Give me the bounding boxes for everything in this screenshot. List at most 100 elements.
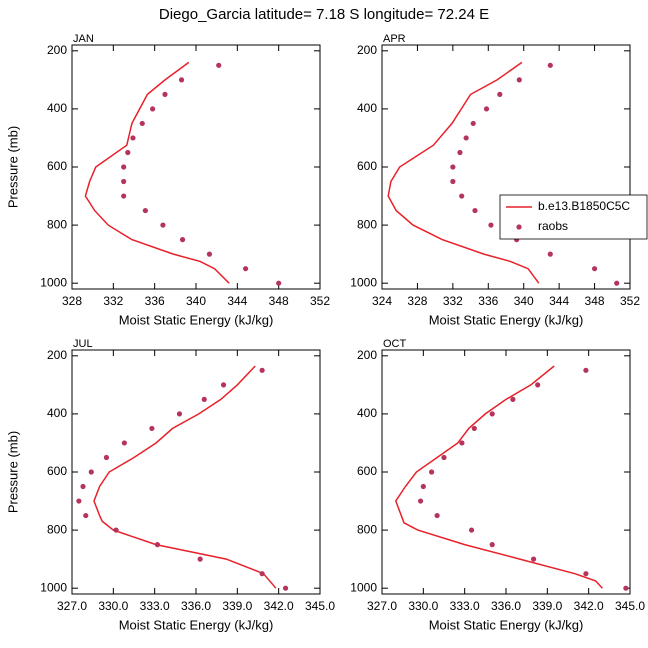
profile-dot: [530, 556, 537, 562]
y-tick-label: 800: [357, 217, 377, 231]
profile-dot: [243, 266, 249, 272]
y-axis-label: Pressure (mb): [5, 431, 20, 513]
y-tick-label: 200: [47, 348, 67, 362]
profile-dot: [178, 77, 185, 83]
profile-dot: [176, 411, 183, 417]
profile-dot: [179, 237, 186, 243]
y-tick-label: 600: [357, 159, 377, 173]
profile-dot: [497, 91, 503, 97]
profile-dot: [450, 178, 456, 185]
x-axis-label: Moist Static Energy (kJ/kg): [429, 617, 584, 632]
x-tick-label: 336: [478, 294, 498, 308]
x-tick-label: 332: [443, 294, 463, 308]
profile-dot: [516, 77, 522, 83]
profile-dot: [121, 193, 127, 199]
x-tick-label: 339.0: [222, 599, 252, 613]
profile-line: [84, 61, 230, 284]
x-tick-label: 339.0: [532, 599, 562, 613]
y-tick-label: 600: [47, 159, 67, 173]
profile-dot: [80, 483, 86, 490]
profile-dot: [489, 542, 495, 548]
y-tick-label: 1000: [350, 580, 377, 594]
profile-dot: [130, 135, 136, 141]
y-tick-label: 200: [47, 43, 67, 57]
profile-dot: [450, 164, 456, 170]
profile-dot: [468, 527, 475, 533]
x-tick-label: 327.0: [57, 599, 87, 613]
profile-dot: [489, 411, 495, 417]
profile-line: [394, 365, 603, 589]
profile-dot: [216, 62, 222, 68]
profile-dot: [259, 367, 265, 373]
profile-dot: [547, 251, 553, 257]
profile-line: [93, 365, 277, 589]
x-tick-label: 344: [549, 294, 569, 308]
x-tick-label: 352: [620, 294, 640, 308]
x-axis-label: Moist Static Energy (kJ/kg): [429, 312, 584, 327]
profile-dot: [154, 542, 161, 548]
profile-dot: [103, 454, 110, 461]
profile-dot: [206, 251, 213, 257]
profile-dot: [201, 396, 207, 402]
profile-dot: [417, 498, 424, 504]
x-tick-label: 328: [407, 294, 427, 308]
x-tick-label: 340: [186, 294, 206, 308]
profile-dot: [276, 280, 282, 286]
panel-label: OCT: [383, 338, 407, 350]
profile-dot: [125, 149, 131, 156]
profile-dot: [197, 556, 203, 562]
panel-label: JUL: [73, 338, 93, 350]
profile-dot: [429, 469, 435, 475]
plot-frame: [381, 44, 631, 290]
profile-dot: [149, 425, 155, 432]
y-tick-label: 800: [357, 522, 377, 536]
profile-dot: [483, 106, 490, 112]
x-tick-label: 333.0: [140, 599, 170, 613]
profile-dot: [434, 512, 440, 519]
y-tick-label: 600: [47, 464, 67, 478]
panel: OCT 327.0 330.0 333.0 336.0 339.0 342.0 345.0 20…: [350, 338, 645, 633]
profile-dot: [459, 440, 465, 446]
panel: APR 324 328 332 336 340 344 348 352 200 400 600 800 1…: [350, 33, 648, 327]
profile-dot: [113, 527, 119, 533]
x-tick-label: 336.0: [491, 599, 521, 613]
profile-dot: [282, 585, 289, 591]
x-tick-label: 332: [103, 294, 123, 308]
profile-dot: [463, 135, 469, 141]
y-tick-label: 800: [47, 522, 67, 536]
profile-dot: [441, 454, 447, 461]
y-tick-label: 600: [357, 464, 377, 478]
x-tick-label: 330.0: [408, 599, 438, 613]
profile-dot: [488, 222, 494, 228]
legend-label: raobs: [538, 219, 568, 233]
page-title: Diego_Garcia latitude= 7.18 S longitude=…: [159, 6, 489, 23]
profile-dot: [623, 585, 629, 591]
panel: JUL 327.0 330.0 333.0 336.0 339.0 342.0 345.0 20…: [5, 338, 335, 633]
x-tick-label: 328: [62, 294, 82, 308]
profile-dot: [471, 425, 477, 432]
plot-frame: [381, 349, 631, 595]
y-axis-label: Pressure (mb): [5, 126, 20, 208]
profile-dot: [420, 483, 426, 490]
legend-dot: [516, 224, 522, 230]
profile-dot: [472, 207, 478, 214]
y-tick-label: 400: [357, 101, 377, 115]
profile-dot: [88, 469, 94, 475]
profile-dot: [535, 382, 541, 388]
profile-dot: [162, 91, 168, 97]
profile-dot: [121, 164, 127, 170]
profile-dot: [547, 62, 553, 68]
profile-dot: [583, 367, 589, 373]
x-tick-label: 324: [372, 294, 392, 308]
profile-dot: [139, 120, 145, 127]
profile-dot: [76, 498, 82, 504]
legend-label: b.e13.B1850C5C: [538, 199, 630, 213]
profile-line: [387, 61, 540, 284]
x-tick-label: 330.0: [98, 599, 128, 613]
profile-dot: [83, 512, 89, 519]
x-axis-label: Moist Static Energy (kJ/kg): [119, 617, 274, 632]
x-tick-label: 342.0: [264, 599, 294, 613]
y-tick-label: 1000: [40, 580, 67, 594]
x-tick-label: 327.0: [367, 599, 397, 613]
